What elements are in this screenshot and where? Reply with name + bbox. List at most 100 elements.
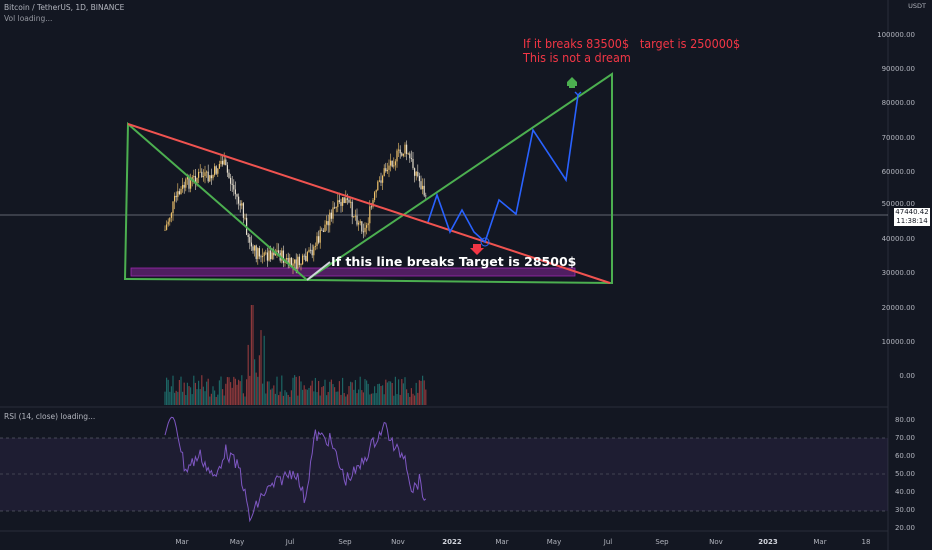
right-triangle-drawing[interactable] (306, 72, 613, 285)
bearish-annotation[interactable]: If this line breaks Target is 28500$ (331, 254, 577, 269)
candle-body (223, 159, 225, 165)
candle-body (209, 175, 211, 182)
candle-body (260, 256, 262, 258)
volume-bar (356, 393, 358, 405)
price-tick: 30000.00 (881, 269, 915, 277)
candle-body (271, 252, 273, 260)
volume-bar (282, 395, 284, 405)
support-zone[interactable] (130, 267, 576, 277)
candle-body (226, 165, 228, 173)
volume-bar (260, 330, 262, 405)
candle-body (380, 180, 382, 183)
volume-bar (324, 379, 326, 405)
bullish-annotation[interactable]: If it breaks 83500$ target is 250000$ Th… (523, 37, 740, 65)
time-tick: Nov (709, 538, 723, 546)
volume-bar (318, 380, 320, 405)
candle-body (241, 203, 243, 206)
volume-bar (271, 388, 273, 405)
volume-bar (377, 384, 379, 405)
time-tick: 18 (861, 538, 871, 546)
projection-path[interactable] (427, 94, 579, 244)
volume-bar (295, 376, 297, 405)
time-tick: Nov (391, 538, 405, 546)
volume-legend[interactable]: Vol loading... (4, 14, 53, 23)
candle-body (374, 192, 376, 201)
candle-body (217, 168, 219, 174)
candle-body (215, 166, 217, 174)
volume-bar (180, 376, 182, 405)
candle-body (231, 183, 233, 185)
volume-bar (418, 380, 420, 405)
candle-body (236, 194, 238, 197)
trendline-start-segment[interactable] (306, 261, 331, 281)
volume-bar (385, 379, 387, 405)
left-triangle-drawing[interactable] (123, 121, 310, 282)
candle-body (318, 236, 320, 243)
volume-bar (386, 382, 388, 405)
volume-bar (311, 380, 313, 405)
candle-body (214, 166, 216, 175)
candle-body (402, 153, 404, 156)
candle-body (220, 160, 222, 165)
volume-bar (242, 393, 244, 405)
candle-body (370, 206, 372, 208)
candle-body (295, 259, 297, 269)
volume-bar (306, 389, 308, 405)
candle-body (388, 165, 390, 170)
candle-body (258, 248, 260, 257)
candle-body (225, 159, 227, 166)
candle-body (166, 224, 168, 230)
volume-bar (370, 393, 372, 405)
candle-body (326, 221, 328, 225)
volume-bar (394, 376, 396, 405)
candle-body (364, 227, 366, 233)
candle-body (204, 172, 206, 177)
rsi-legend[interactable]: RSI (14, close) loading... (4, 412, 96, 421)
projection-low-marker[interactable] (480, 237, 490, 247)
candle-body (298, 256, 300, 265)
candle-body (423, 185, 425, 196)
price-tick: 0.00 (899, 372, 915, 380)
candle-body (350, 201, 352, 203)
volume-bar (410, 388, 412, 405)
candle-body (334, 207, 336, 209)
candle-body (361, 221, 363, 232)
current-price-value: 47440.42 (895, 208, 929, 216)
candle-body (393, 165, 395, 167)
volume-bar (305, 389, 307, 405)
candle-body (335, 207, 337, 209)
volume-bar (367, 383, 369, 405)
candle-body (314, 246, 316, 247)
volume-bar (193, 375, 195, 405)
volume-bar (177, 391, 179, 405)
candle-body (375, 190, 377, 193)
volume-bar (409, 396, 411, 405)
volume-bar (378, 383, 380, 405)
candle-body (412, 158, 414, 169)
volume-bar (369, 394, 371, 405)
price-tick: 20000.00 (881, 304, 915, 312)
candle-body (190, 180, 192, 189)
volume-bar (289, 396, 291, 405)
candle-body (327, 221, 329, 226)
volume-bar (346, 394, 348, 405)
volume-bar (354, 380, 356, 405)
bar-countdown: 11:38:14 (896, 217, 928, 225)
volume-bar (300, 381, 302, 405)
arrow-down-icon[interactable] (470, 244, 484, 255)
volume-bar (166, 377, 168, 405)
arrow-up-icon[interactable] (567, 77, 577, 88)
candle-body (337, 200, 339, 208)
candle-body (276, 250, 278, 252)
time-tick: Sep (655, 538, 669, 546)
candle-body (422, 185, 424, 190)
volume-bar (314, 377, 316, 405)
candle-body (212, 174, 214, 179)
downtrend-line[interactable] (127, 123, 611, 284)
volume-bar (186, 382, 188, 405)
symbol-title[interactable]: Bitcoin / TetherUS, 1D, BINANCE (4, 3, 125, 12)
volume-bar (338, 381, 340, 405)
candle-body (420, 181, 422, 190)
volume-bar (406, 389, 408, 405)
